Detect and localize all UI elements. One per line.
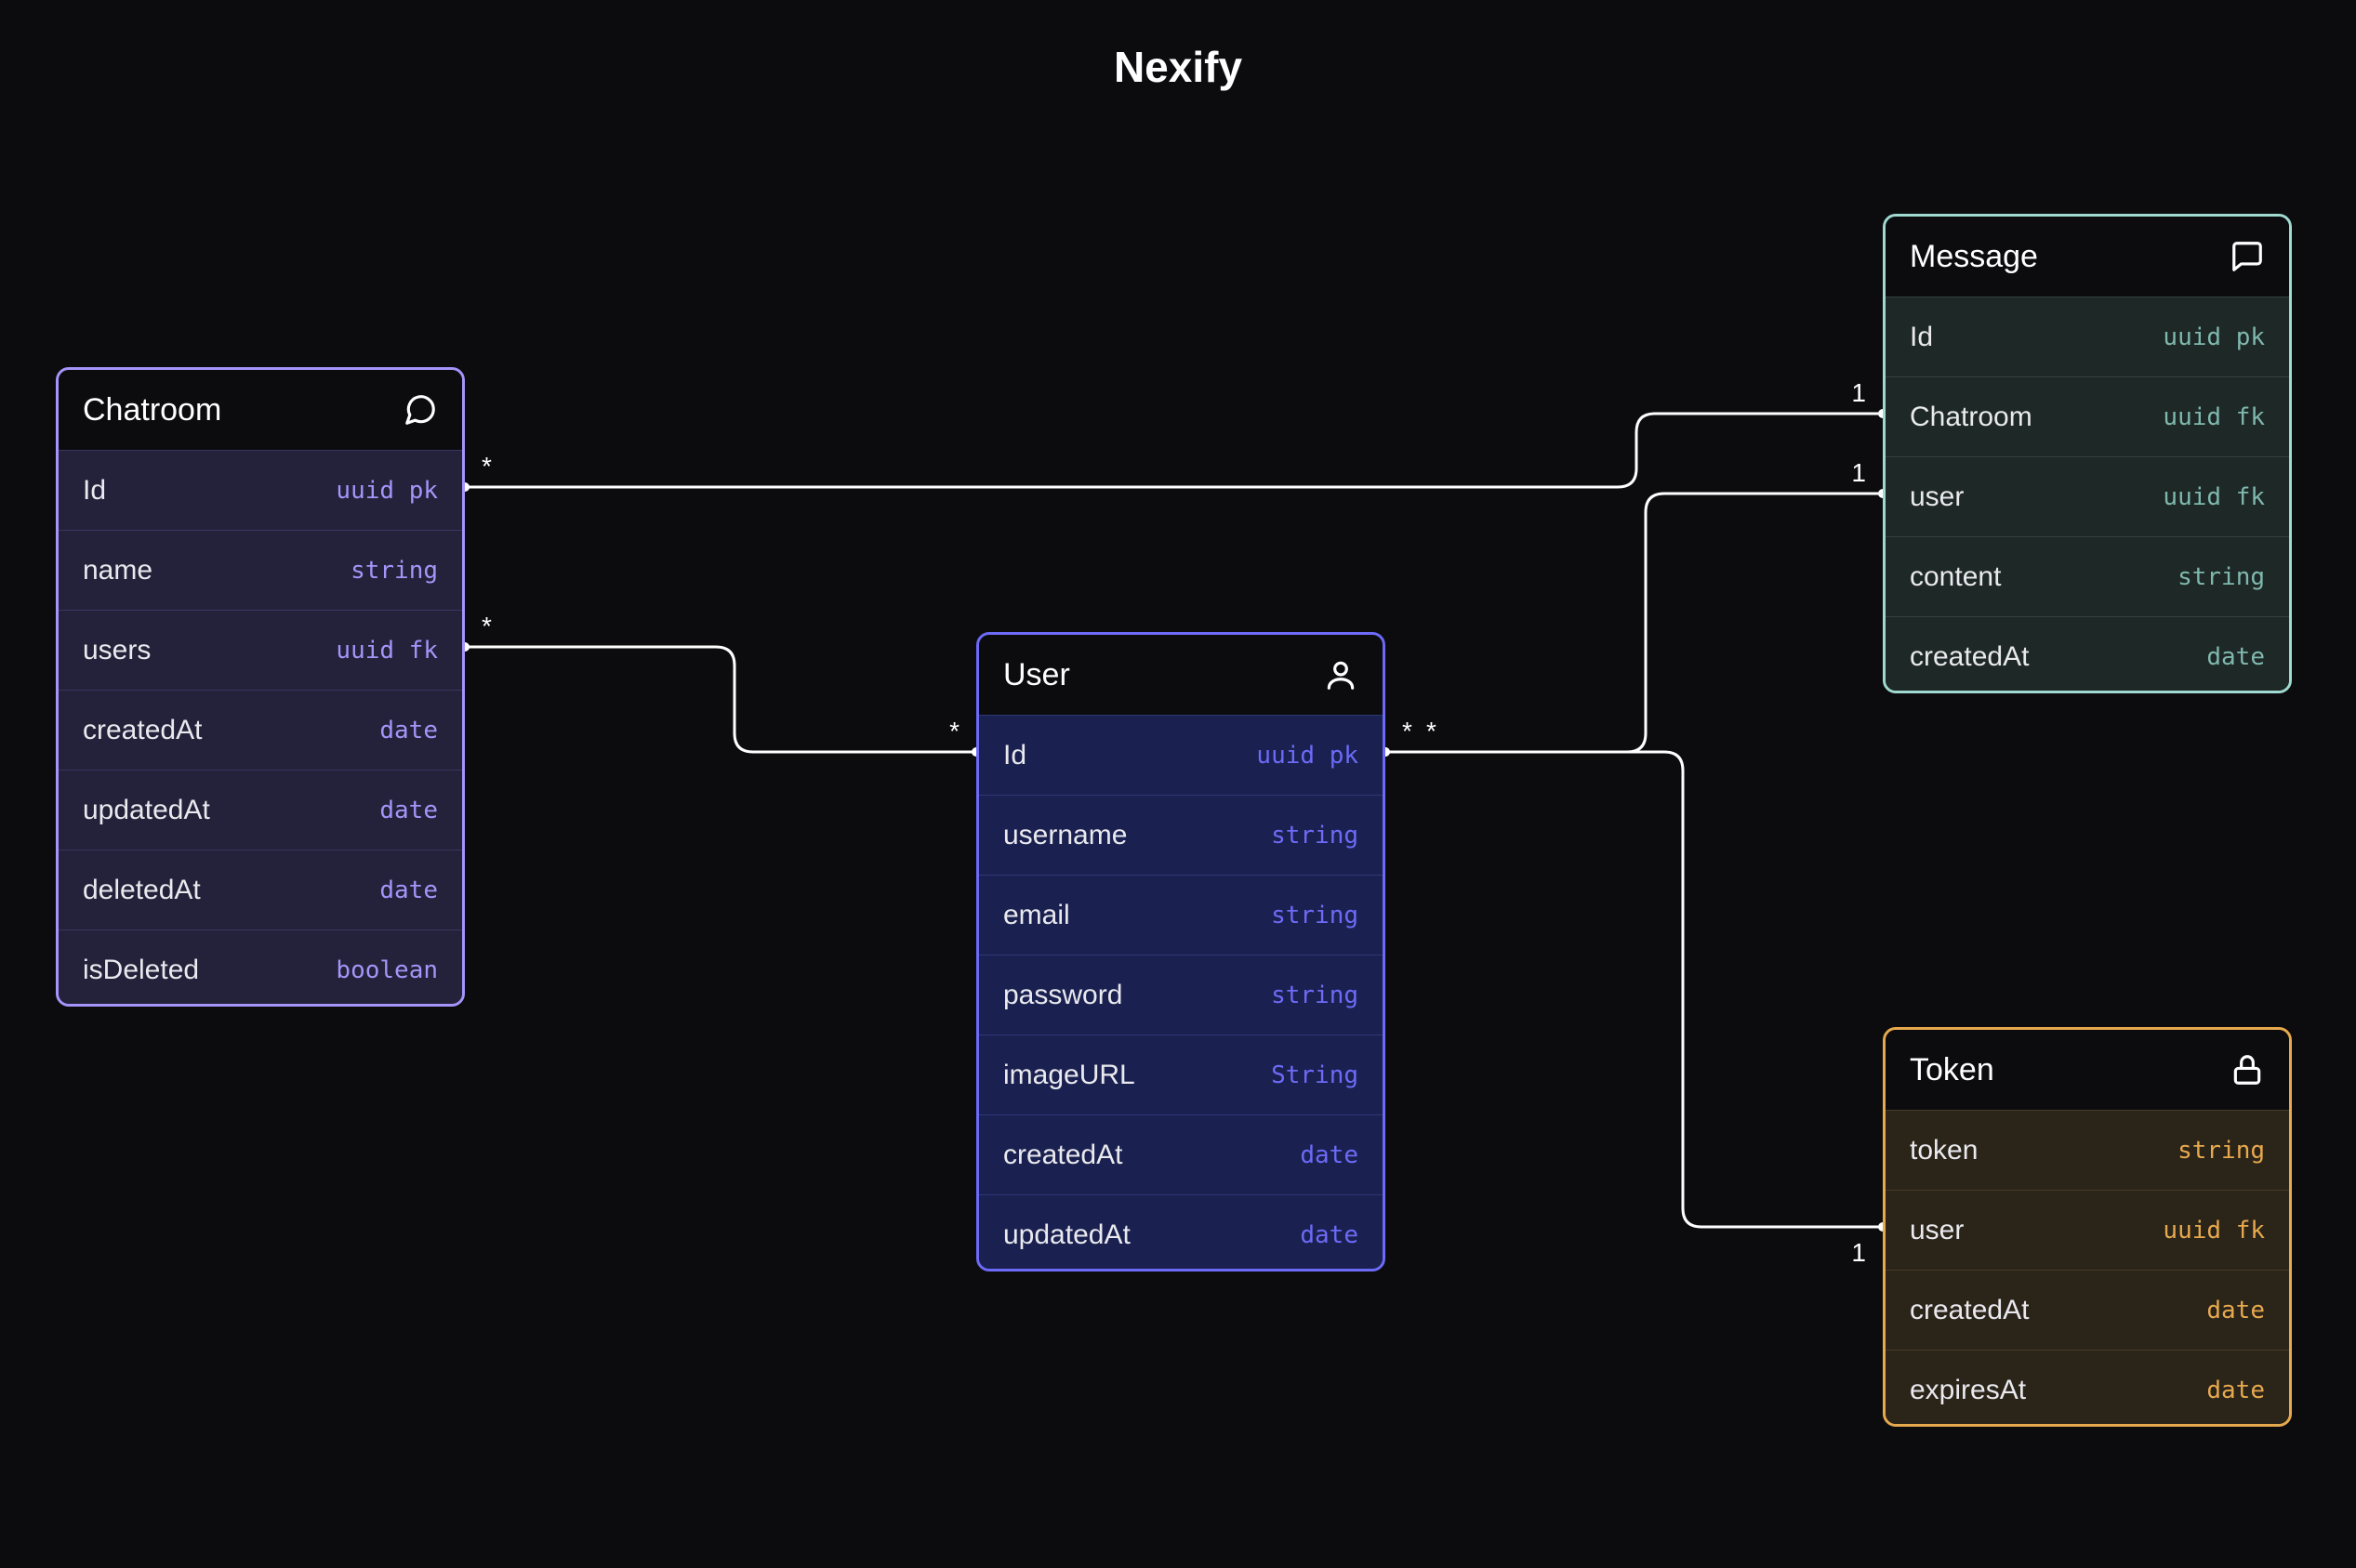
cardinality-label: *	[482, 452, 492, 481]
edge	[1385, 494, 1883, 752]
cardinality-label: *	[1426, 717, 1436, 746]
field-row[interactable]: content string	[1886, 536, 2289, 616]
field-type: uuid fk	[2163, 403, 2265, 431]
field-type: uuid fk	[336, 637, 438, 665]
entity-name: Message	[1910, 239, 2038, 275]
field-row[interactable]: isDeleted boolean	[59, 929, 462, 1007]
cardinality-label: *	[482, 612, 492, 641]
field-type: string	[2177, 563, 2265, 591]
field-name: createdAt	[1910, 641, 2029, 673]
field-row[interactable]: token string	[1886, 1110, 2289, 1190]
field-type: uuid fk	[2163, 1217, 2265, 1245]
edge	[465, 414, 1883, 487]
field-name: imageURL	[1003, 1060, 1135, 1091]
field-row[interactable]: Id uuid pk	[1886, 296, 2289, 376]
field-type: date	[2206, 1377, 2265, 1404]
field-row[interactable]: updatedAt date	[59, 770, 462, 850]
field-row[interactable]: password string	[979, 955, 1383, 1034]
field-row[interactable]: createdAt date	[1886, 616, 2289, 693]
cardinality-label: 1	[1851, 1238, 1866, 1268]
field-name: expiresAt	[1910, 1375, 2026, 1406]
diagram-stage: Nexify ChatroomIduuid pknamestringusersu…	[0, 0, 2356, 1568]
field-row[interactable]: Chatroom uuid fk	[1886, 376, 2289, 456]
field-row[interactable]: imageURL String	[979, 1034, 1383, 1114]
field-row[interactable]: deletedAt date	[59, 850, 462, 929]
field-type: date	[379, 717, 438, 744]
field-type: String	[1271, 1061, 1358, 1089]
entity-token[interactable]: Token token string user uuid fk createdAt date…	[1883, 1027, 2292, 1427]
entity-name: Token	[1910, 1052, 1994, 1088]
field-name: Id	[83, 475, 106, 507]
message-square-icon	[2230, 239, 2265, 274]
field-name: isDeleted	[83, 955, 199, 986]
field-type: date	[1300, 1141, 1358, 1169]
cardinality-label: *	[949, 717, 960, 746]
field-type: uuid fk	[2163, 483, 2265, 511]
field-type: string	[2177, 1137, 2265, 1165]
field-name: password	[1003, 980, 1122, 1011]
entity-chatroom[interactable]: Chatroom Id uuid pk name string users uuid fk c…	[56, 367, 465, 1007]
field-row[interactable]: name string	[59, 530, 462, 610]
field-name: createdAt	[83, 715, 202, 746]
field-row[interactable]: Id uuid pk	[59, 450, 462, 530]
field-name: token	[1910, 1135, 1978, 1166]
field-name: user	[1910, 1215, 1964, 1246]
field-type: uuid pk	[1256, 742, 1358, 770]
field-type: date	[379, 876, 438, 904]
entity-user[interactable]: UserIduuid pkusernamestringemailstringpa…	[976, 632, 1385, 1272]
field-row[interactable]: email string	[979, 875, 1383, 955]
field-name: username	[1003, 820, 1127, 851]
field-type: boolean	[336, 956, 438, 984]
lock-icon	[2230, 1052, 2265, 1087]
field-row[interactable]: Id uuid pk	[979, 715, 1383, 795]
field-row[interactable]: expiresAt date	[1886, 1350, 2289, 1427]
entity-header[interactable]: User	[979, 635, 1383, 715]
field-name: Id	[1910, 322, 1933, 353]
chat-bubble-outline-icon	[403, 392, 438, 428]
field-type: date	[2206, 643, 2265, 671]
entity-header[interactable]: Message	[1886, 217, 2289, 296]
field-name: Chatroom	[1910, 402, 2032, 433]
field-name: updatedAt	[1003, 1219, 1131, 1251]
field-name: content	[1910, 561, 2001, 593]
edge	[465, 647, 976, 752]
field-type: date	[1300, 1221, 1358, 1249]
user-icon	[1323, 657, 1358, 692]
cardinality-label: 1	[1851, 458, 1866, 488]
field-name: users	[83, 635, 151, 666]
entity-message[interactable]: Message Id uuid pk Chatroom uuid fk user uuid …	[1883, 214, 2292, 693]
diagram-title: Nexify	[0, 42, 2356, 92]
cardinality-label: *	[1402, 717, 1412, 746]
entity-header[interactable]: Chatroom	[59, 370, 462, 450]
entity-header[interactable]: Token	[1886, 1030, 2289, 1110]
edge	[1385, 752, 1883, 1227]
field-type: date	[2206, 1297, 2265, 1324]
field-type: uuid pk	[336, 477, 438, 505]
field-row[interactable]: user uuid fk	[1886, 456, 2289, 536]
field-row[interactable]: createdAt date	[1886, 1270, 2289, 1350]
field-name: createdAt	[1003, 1140, 1122, 1171]
field-row[interactable]: user uuid fk	[1886, 1190, 2289, 1270]
field-type: string	[1271, 902, 1358, 929]
field-type: uuid pk	[2163, 323, 2265, 351]
field-name: name	[83, 555, 152, 586]
field-type: string	[351, 557, 438, 585]
field-name: Id	[1003, 740, 1026, 771]
field-row[interactable]: createdAt date	[59, 690, 462, 770]
entity-name: Chatroom	[83, 392, 221, 428]
cardinality-label: 1	[1851, 378, 1866, 408]
field-row[interactable]: createdAt date	[979, 1114, 1383, 1194]
field-name: createdAt	[1910, 1295, 2029, 1326]
field-name: user	[1910, 481, 1964, 513]
field-type: date	[379, 797, 438, 824]
field-row[interactable]: username string	[979, 795, 1383, 875]
field-type: string	[1271, 982, 1358, 1009]
field-name: deletedAt	[83, 875, 201, 906]
entity-name: User	[1003, 657, 1070, 693]
field-name: updatedAt	[83, 795, 210, 826]
field-type: string	[1271, 822, 1358, 850]
field-row[interactable]: users uuid fk	[59, 610, 462, 690]
field-name: email	[1003, 900, 1070, 931]
field-row[interactable]: updatedAt date	[979, 1194, 1383, 1272]
